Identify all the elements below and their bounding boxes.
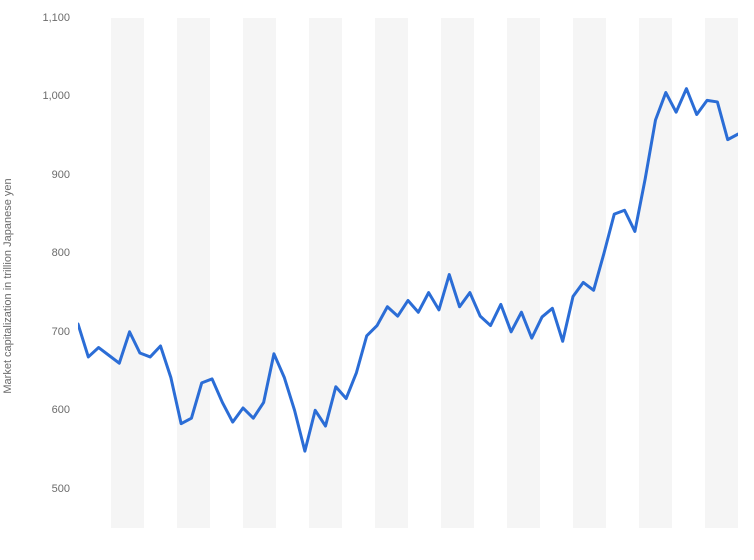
y-axis-label: Market capitalization in trillion Japane… (2, 178, 14, 393)
y-tick-label: 800 (10, 247, 70, 259)
plot-area (78, 18, 738, 528)
line-chart: Market capitalization in trillion Japane… (0, 0, 754, 560)
y-tick-label: 700 (10, 326, 70, 338)
y-tick-label: 1,100 (10, 12, 70, 24)
y-tick-label: 1,000 (10, 90, 70, 102)
chart-svg (78, 18, 738, 528)
y-tick-label: 900 (10, 169, 70, 181)
y-tick-label: 600 (10, 404, 70, 416)
y-tick-label: 500 (10, 483, 70, 495)
